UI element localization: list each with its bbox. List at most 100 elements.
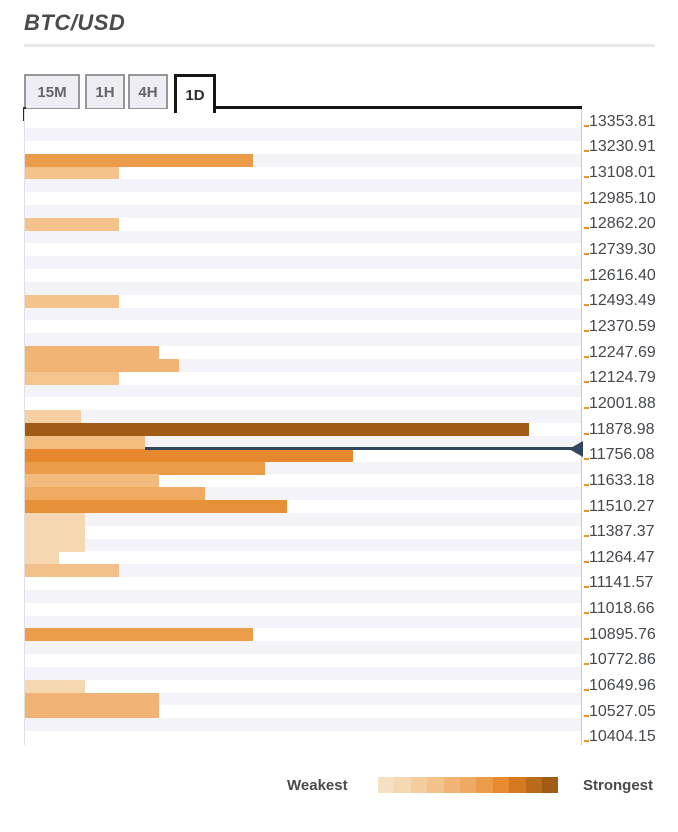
price-tick (584, 381, 589, 384)
plot-stripe (25, 384, 581, 398)
confluence-bar (25, 153, 253, 167)
price-tick (584, 329, 589, 332)
tab-1d[interactable]: 1D (174, 74, 216, 113)
plot-stripe (25, 256, 581, 270)
price-tick (584, 227, 589, 230)
price-axis-label: 12862.20 (589, 215, 656, 233)
plot-stripe (25, 128, 581, 141)
legend-swatch (394, 777, 411, 793)
plot-stripe (25, 307, 581, 321)
price-axis-label: 11018.66 (589, 600, 655, 618)
price-axis-label: 11878.98 (589, 420, 655, 438)
price-tick (584, 406, 589, 409)
plot-stripe (25, 410, 581, 424)
price-tick (584, 432, 589, 435)
price-axis-label: 12739.30 (589, 240, 656, 258)
legend-swatch (410, 777, 428, 793)
confluence-bar (25, 448, 353, 462)
price-axis-label: 10527.05 (589, 702, 656, 720)
price-axis-label: 12001.88 (589, 394, 656, 412)
price-axis-label: 11387.37 (589, 523, 655, 541)
plot-stripe (25, 538, 581, 552)
confluence-bar (25, 346, 159, 360)
tab-15m[interactable]: 15M (24, 74, 80, 110)
price-tick (584, 560, 589, 563)
price-tick (584, 586, 589, 589)
price-axis-label: 10649.96 (589, 677, 656, 695)
price-axis-label: 11264.47 (589, 548, 655, 566)
tab-1h[interactable]: 1H (85, 74, 125, 110)
plot-stripe (25, 718, 581, 732)
plot-stripe (25, 435, 581, 449)
confluence-bar (25, 358, 179, 372)
price-axis-label: 10772.86 (589, 651, 656, 669)
page-title: BTC/USD (24, 10, 126, 35)
price-axis-label: 11633.18 (589, 471, 655, 489)
plot-stripe (25, 666, 581, 680)
price-tick (584, 124, 589, 127)
confluence-bar (25, 500, 287, 514)
plot-stripe (25, 230, 581, 244)
price-axis-label: 13108.01 (589, 163, 656, 181)
tab-4h[interactable]: 4H (128, 74, 168, 110)
confluence-bar (25, 628, 253, 642)
plot-stripe (25, 564, 581, 578)
confluence-bar (25, 371, 119, 385)
title-underline (24, 44, 655, 47)
legend-gradient (378, 777, 559, 793)
plot-stripe (25, 281, 581, 295)
price-axis-label: 12247.69 (589, 343, 656, 361)
legend-swatch (492, 777, 510, 793)
confluence-bar (25, 692, 159, 706)
price-tick (584, 637, 589, 640)
price-tick (584, 175, 589, 178)
plot-stripe (25, 589, 581, 603)
price-axis-label: 12985.10 (589, 189, 656, 207)
confluence-bar (25, 423, 529, 437)
confluence-bar (25, 487, 205, 501)
confluence-bar (25, 525, 85, 539)
price-axis-label: 10895.76 (589, 625, 656, 643)
price-tick (584, 509, 589, 512)
price-axis-label: 11510.27 (589, 497, 655, 515)
price-tick (584, 483, 589, 486)
legend-swatch (525, 777, 542, 793)
plot-stripe (25, 205, 581, 218)
legend-swatch (427, 777, 444, 793)
price-axis-label: 12370.59 (589, 317, 656, 335)
confluence-bar (25, 410, 81, 424)
price-tick (584, 612, 589, 615)
price-tick (584, 252, 589, 255)
confluence-bar (25, 564, 119, 578)
plot-stripe (25, 333, 581, 347)
price-axis-label: 11756.08 (589, 446, 655, 464)
price-tick (584, 535, 589, 538)
plot-stripe (25, 179, 581, 193)
confluence-bar (25, 551, 59, 565)
current-price-arrow-icon (569, 440, 583, 457)
confluence-bar (25, 679, 85, 693)
price-axis-label: 12124.79 (589, 369, 656, 387)
plot-area (24, 109, 583, 745)
confluence-bar (25, 435, 145, 449)
plot-stripe (25, 512, 581, 526)
plot-stripe (25, 641, 581, 655)
confluence-bar (25, 474, 159, 488)
legend-swatch (541, 777, 559, 793)
price-axis-label: 11141.57 (589, 574, 654, 592)
legend-swatch (509, 777, 526, 793)
price-axis-label: 13230.91 (589, 138, 656, 156)
confluence-bar (25, 461, 265, 475)
price-axis-label: 13353.81 (589, 112, 656, 130)
legend-swatch (459, 777, 477, 793)
legend-swatch (443, 777, 460, 793)
price-tick (584, 458, 589, 461)
price-tick (584, 278, 589, 281)
legend-swatch (378, 777, 395, 793)
confluence-bar (25, 217, 119, 231)
price-axis-label: 12493.49 (589, 292, 656, 310)
price-tick (584, 714, 589, 717)
price-tick (584, 355, 589, 358)
price-tick (584, 689, 589, 692)
